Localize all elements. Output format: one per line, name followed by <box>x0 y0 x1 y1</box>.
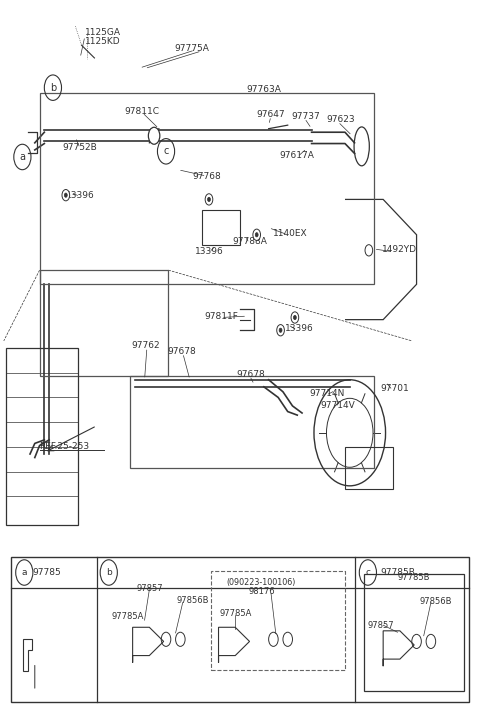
Bar <box>202 210 240 246</box>
Text: 97737: 97737 <box>291 112 320 121</box>
Text: REF.25-253: REF.25-253 <box>39 442 90 452</box>
Text: 98176: 98176 <box>248 587 275 596</box>
Circle shape <box>62 190 70 201</box>
Circle shape <box>255 233 258 237</box>
Bar <box>6 348 78 525</box>
Circle shape <box>277 324 284 336</box>
Text: 97678: 97678 <box>236 370 265 378</box>
Bar <box>345 447 393 489</box>
Text: 97768: 97768 <box>192 172 221 180</box>
Text: 97762: 97762 <box>132 342 160 350</box>
Text: 97623: 97623 <box>326 115 355 124</box>
Text: 97714N: 97714N <box>309 389 345 398</box>
Text: 97785B: 97785B <box>398 573 431 582</box>
Circle shape <box>148 127 160 144</box>
Text: 97856B: 97856B <box>420 596 452 606</box>
Circle shape <box>365 245 372 256</box>
Circle shape <box>207 197 210 202</box>
Text: a: a <box>22 568 27 577</box>
Text: 97811F: 97811F <box>204 312 238 321</box>
Text: b: b <box>106 568 112 577</box>
Text: (090223-100106): (090223-100106) <box>227 577 296 586</box>
Text: 97763A: 97763A <box>246 85 281 94</box>
Text: 97714V: 97714V <box>321 401 355 410</box>
Text: 97617A: 97617A <box>280 151 315 160</box>
Text: 1492YD: 1492YD <box>383 245 418 254</box>
Text: 97785A: 97785A <box>112 612 144 621</box>
Text: 97678: 97678 <box>168 347 196 356</box>
Text: 13396: 13396 <box>66 191 95 200</box>
Circle shape <box>253 229 261 241</box>
Text: 97647: 97647 <box>257 110 285 119</box>
Text: 97857: 97857 <box>368 621 394 630</box>
Text: b: b <box>50 82 56 93</box>
Text: 1125GA: 1125GA <box>85 28 121 37</box>
Text: 13396: 13396 <box>194 246 223 256</box>
Text: c: c <box>365 568 371 577</box>
Text: 97856B: 97856B <box>176 596 208 605</box>
Text: a: a <box>19 152 25 162</box>
Text: 97775A: 97775A <box>175 44 210 53</box>
Circle shape <box>279 328 282 332</box>
Text: 97785: 97785 <box>32 568 61 577</box>
Circle shape <box>64 193 67 197</box>
Circle shape <box>293 315 296 320</box>
Text: 1125KD: 1125KD <box>85 37 120 46</box>
Text: 97752B: 97752B <box>63 143 97 151</box>
Text: 97785B: 97785B <box>380 568 415 577</box>
Circle shape <box>205 194 213 205</box>
Text: 1140EX: 1140EX <box>273 229 307 238</box>
Text: 97857: 97857 <box>136 584 163 593</box>
Text: 13396: 13396 <box>285 324 314 333</box>
Text: c: c <box>163 146 168 156</box>
Text: 97811C: 97811C <box>125 106 160 116</box>
Text: 97788A: 97788A <box>232 237 267 246</box>
Circle shape <box>291 312 299 323</box>
Text: 97701: 97701 <box>381 384 409 393</box>
Text: 97785A: 97785A <box>219 608 252 618</box>
